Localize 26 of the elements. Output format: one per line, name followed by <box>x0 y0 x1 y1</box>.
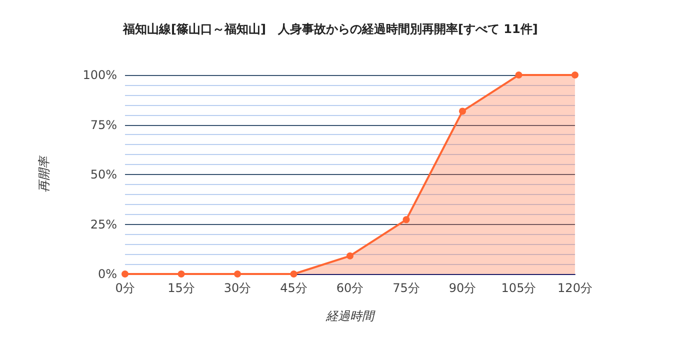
point <box>515 72 522 78</box>
y-tick-label: 0% <box>98 267 117 281</box>
point <box>234 270 241 278</box>
x-tick-label: 60分 <box>336 281 364 295</box>
point <box>178 270 185 278</box>
point <box>572 72 578 78</box>
x-tick-label: 15分 <box>168 281 195 295</box>
point <box>290 270 298 278</box>
x-tick-label: 90分 <box>448 281 476 295</box>
x-tick-label: 0分 <box>115 281 135 295</box>
x-tick-label: 120分 <box>558 281 592 295</box>
x-tick-label: 105分 <box>501 281 536 295</box>
point <box>459 108 466 115</box>
y-tick-label: 25% <box>90 217 117 232</box>
y-tick-label: 50% <box>90 168 117 182</box>
x-axis-title: 経過時間 <box>325 309 376 323</box>
point <box>402 216 410 224</box>
x-tick-label: 30分 <box>224 281 252 295</box>
point <box>122 270 128 278</box>
y-tick-label: 100% <box>82 68 117 82</box>
y-axis-title: 再開率 <box>37 154 51 192</box>
chart-title: 福知山線[篠山口～福知山] 人身事故からの経過時間別再開率[すべて 11件] <box>122 22 538 36</box>
x-tick-label: 75分 <box>392 281 420 295</box>
y-tick-label: 75% <box>90 118 117 132</box>
x-tick-label: 45分 <box>280 281 308 295</box>
point <box>346 252 354 260</box>
